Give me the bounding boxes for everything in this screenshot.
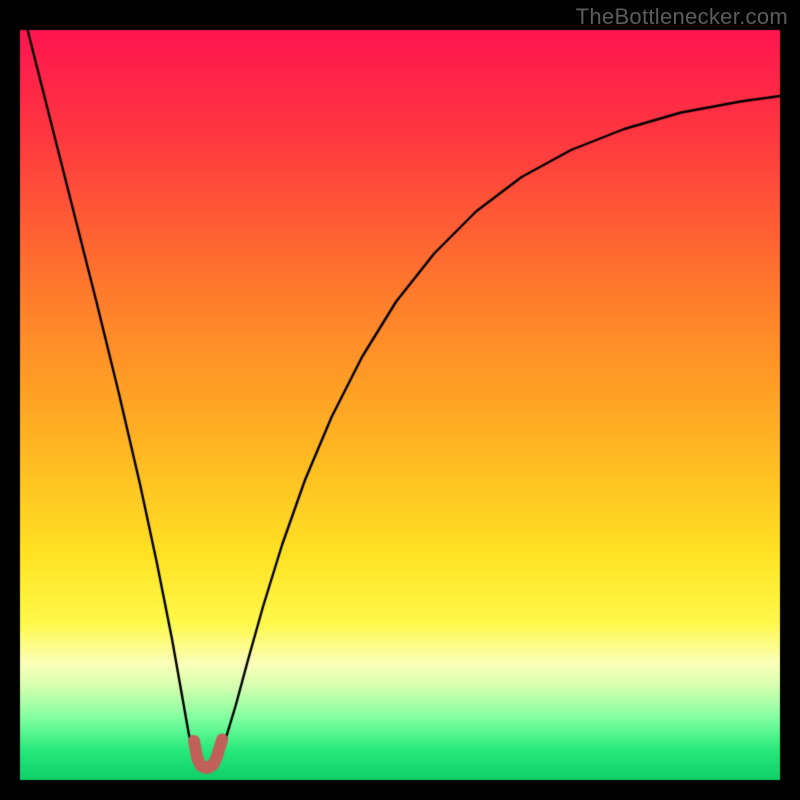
- watermark-text: TheBottlenecker.com: [576, 4, 788, 30]
- chart-stage: TheBottlenecker.com: [0, 0, 800, 800]
- bottleneck-chart-canvas: [0, 0, 800, 800]
